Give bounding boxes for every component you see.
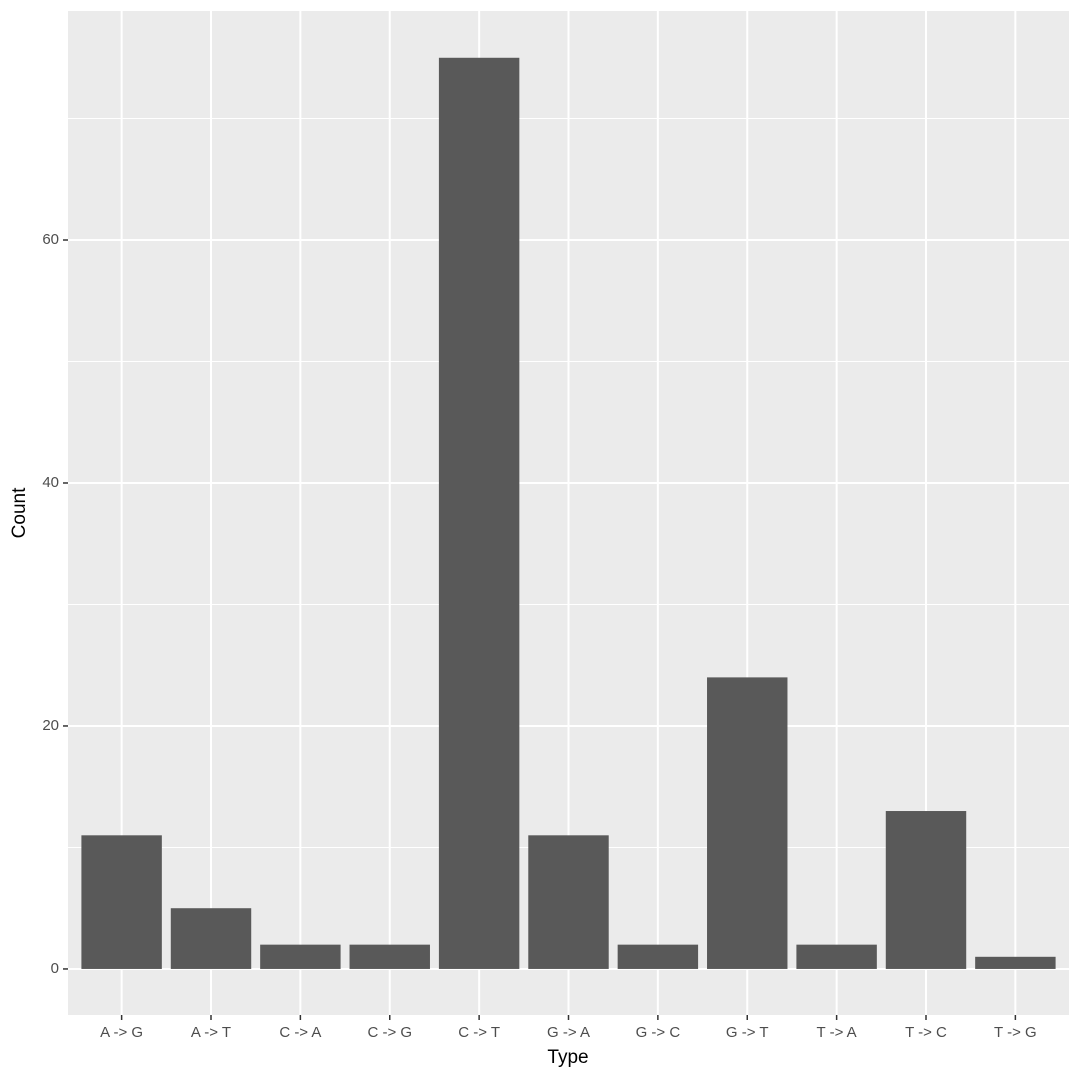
x-tick-label: C -> T (458, 1024, 500, 1041)
x-tick-label: G -> T (726, 1024, 769, 1041)
y-tick-label: 0 (51, 960, 59, 977)
y-tick-label: 40 (42, 474, 59, 491)
x-tick-label: G -> A (547, 1024, 590, 1041)
y-axis-title: Count (9, 487, 30, 538)
bar (617, 944, 699, 969)
bar (349, 944, 430, 969)
x-tick-label: T -> A (817, 1024, 857, 1041)
bar (438, 57, 520, 969)
x-tick-label: A -> G (100, 1024, 143, 1041)
bar (707, 677, 788, 969)
x-tick-label: T -> G (994, 1024, 1037, 1041)
x-tick-label: C -> A (279, 1024, 321, 1041)
bar (528, 835, 609, 969)
y-tick-label: 60 (42, 231, 59, 248)
x-tick-label: G -> C (636, 1024, 681, 1041)
x-tick-label: T -> C (905, 1024, 947, 1041)
bar (796, 944, 877, 969)
bar (975, 956, 1056, 969)
bar (170, 908, 252, 969)
x-tick-label: C -> G (367, 1024, 412, 1041)
y-tick-label: 20 (42, 717, 59, 734)
bar (81, 835, 162, 969)
x-axis-title: Type (547, 1047, 588, 1068)
bar (260, 944, 341, 969)
bar (885, 811, 967, 969)
x-tick-label: A -> T (191, 1024, 231, 1041)
